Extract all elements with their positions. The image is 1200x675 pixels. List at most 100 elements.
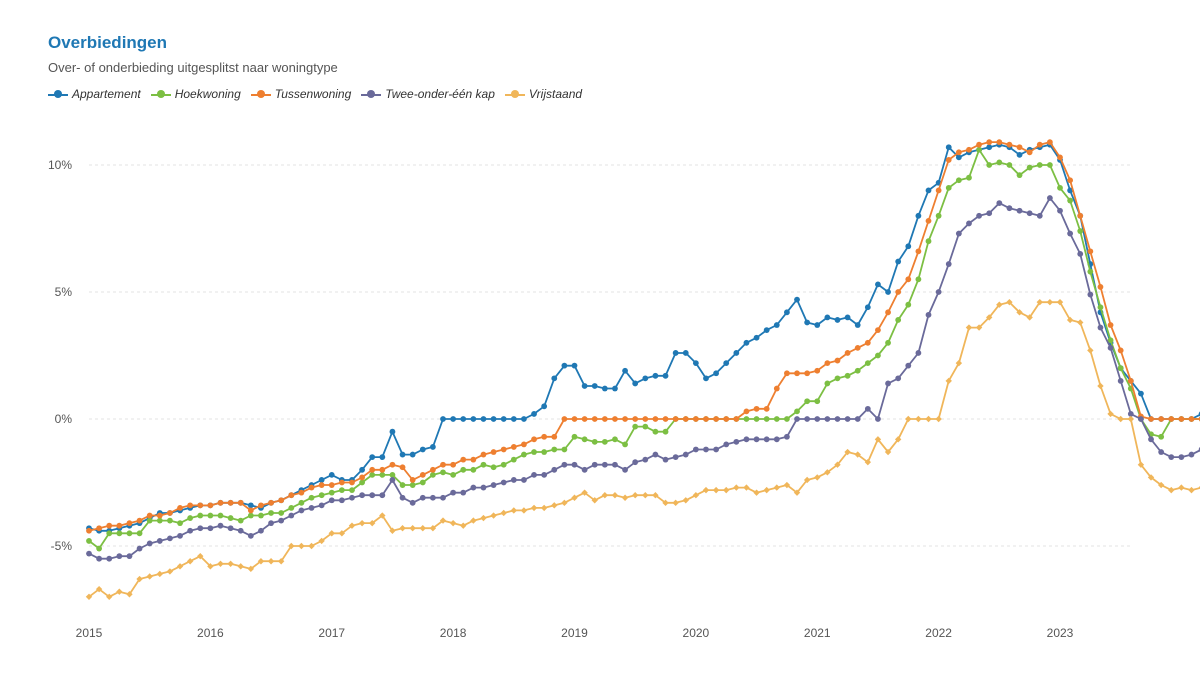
data-point bbox=[126, 591, 133, 598]
data-point bbox=[551, 502, 558, 509]
data-point bbox=[156, 538, 163, 544]
data-point bbox=[915, 350, 922, 356]
legend-item[interactable]: Twee-onder-één kap bbox=[361, 87, 495, 101]
data-point bbox=[247, 507, 254, 514]
data-point bbox=[551, 375, 558, 382]
data-point bbox=[197, 502, 204, 509]
data-point bbox=[1117, 347, 1124, 354]
data-point bbox=[510, 507, 518, 514]
data-point bbox=[763, 486, 770, 494]
data-point bbox=[176, 563, 184, 570]
data-point bbox=[763, 416, 770, 422]
data-point bbox=[1097, 284, 1104, 290]
y-tick-label: 10% bbox=[48, 158, 72, 172]
data-point bbox=[308, 542, 315, 550]
data-point bbox=[480, 461, 487, 468]
data-point bbox=[257, 558, 265, 565]
data-point bbox=[106, 530, 113, 537]
series-tussenwoning bbox=[86, 139, 1200, 534]
legend-item[interactable]: Tussenwoning bbox=[250, 87, 351, 101]
legend-item[interactable]: Vrijstaand bbox=[504, 87, 582, 101]
data-point bbox=[723, 360, 730, 367]
data-point bbox=[581, 436, 588, 443]
data-point bbox=[854, 451, 861, 458]
data-point bbox=[379, 466, 386, 473]
data-point bbox=[429, 466, 436, 473]
x-tick-label: 2023 bbox=[1047, 626, 1074, 640]
data-point bbox=[146, 512, 153, 519]
data-point bbox=[177, 505, 183, 511]
data-point bbox=[106, 522, 113, 529]
data-point bbox=[652, 372, 659, 379]
data-point bbox=[1046, 139, 1053, 146]
data-point bbox=[167, 510, 173, 516]
data-point bbox=[298, 489, 305, 496]
data-point bbox=[834, 461, 841, 468]
legend-swatch bbox=[150, 87, 171, 101]
data-point bbox=[500, 509, 507, 517]
legend-swatch bbox=[48, 87, 68, 101]
data-point bbox=[692, 492, 700, 499]
data-point bbox=[490, 464, 497, 471]
data-point bbox=[1067, 230, 1074, 237]
data-point bbox=[824, 469, 831, 476]
data-point bbox=[156, 570, 164, 578]
data-point bbox=[379, 492, 386, 499]
data-point bbox=[925, 311, 932, 318]
data-point bbox=[1127, 411, 1134, 417]
data-point bbox=[338, 487, 345, 494]
data-point bbox=[854, 416, 861, 422]
data-point bbox=[703, 416, 709, 422]
data-point bbox=[601, 385, 608, 392]
data-point bbox=[814, 367, 821, 374]
data-point bbox=[692, 416, 699, 422]
data-point bbox=[116, 588, 123, 595]
data-point bbox=[106, 593, 113, 600]
data-point bbox=[1046, 195, 1053, 201]
data-point bbox=[349, 494, 355, 501]
data-point bbox=[1157, 481, 1165, 489]
series-line bbox=[88, 143, 1200, 532]
chart-title: Overbiedingen bbox=[48, 33, 168, 52]
data-point bbox=[945, 184, 952, 191]
y-tick-label: -5% bbox=[51, 539, 73, 553]
legend-item[interactable]: Hoekwoning bbox=[150, 87, 241, 101]
x-axis-ticks: 2015 2016 2017 2018 2019 2020 2021 2022 2023 bbox=[76, 626, 1074, 640]
data-point bbox=[268, 499, 274, 506]
data-point bbox=[1006, 298, 1013, 306]
data-point bbox=[834, 317, 841, 323]
data-point bbox=[966, 220, 972, 227]
data-point bbox=[136, 530, 143, 537]
data-point bbox=[824, 380, 831, 387]
data-point bbox=[1148, 416, 1154, 422]
data-point bbox=[349, 487, 355, 494]
data-point bbox=[258, 512, 264, 519]
data-point bbox=[237, 527, 244, 534]
data-point bbox=[743, 416, 750, 422]
data-point bbox=[96, 525, 103, 532]
legend-item[interactable]: Appartement bbox=[48, 87, 141, 101]
data-point bbox=[1087, 291, 1094, 298]
data-point bbox=[743, 408, 750, 415]
data-point bbox=[551, 466, 558, 473]
series-vrijstaand bbox=[85, 298, 1200, 600]
data-point bbox=[864, 458, 872, 466]
data-point bbox=[167, 535, 173, 542]
data-point bbox=[632, 423, 639, 430]
data-point bbox=[541, 433, 548, 440]
data-point bbox=[905, 276, 912, 283]
data-point bbox=[682, 350, 689, 356]
data-point bbox=[298, 542, 305, 550]
data-point bbox=[784, 433, 790, 440]
data-point bbox=[935, 289, 942, 295]
data-point bbox=[389, 428, 396, 435]
data-point bbox=[1188, 451, 1195, 458]
data-point bbox=[622, 367, 628, 374]
data-point bbox=[996, 200, 1003, 207]
data-point bbox=[379, 454, 386, 460]
data-point bbox=[1077, 251, 1084, 257]
data-point bbox=[784, 370, 790, 377]
data-point bbox=[349, 479, 355, 486]
data-point bbox=[510, 444, 517, 450]
data-point bbox=[895, 289, 902, 295]
